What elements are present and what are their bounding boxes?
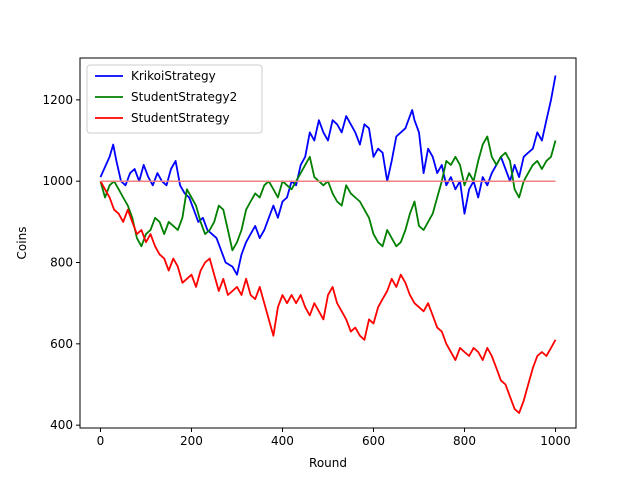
y-axis: 400 600 800 1000 1200 (42, 93, 80, 432)
plot-lines (99, 75, 557, 414)
y-tick-label: 1000 (42, 174, 73, 188)
x-tick-label: 1000 (540, 434, 571, 448)
legend-label-0: KrikoiStrategy (131, 69, 216, 83)
x-tick-label: 400 (271, 434, 294, 448)
series-line-2 (99, 180, 557, 414)
x-tick-label: 800 (453, 434, 476, 448)
legend-box (86, 64, 263, 134)
x-tick-label: 200 (180, 434, 203, 448)
x-tick-label: 600 (362, 434, 385, 448)
legend-label-1: StudentStrategy2 (131, 90, 237, 104)
plot-frame (79, 57, 577, 429)
y-axis-label: Coins (15, 227, 29, 260)
series-line-0 (99, 75, 557, 276)
legend-label-2: StudentStrategy (131, 111, 230, 125)
x-tick-label: 0 (97, 434, 105, 448)
y-tick-label: 400 (50, 418, 73, 432)
x-axis: 0 200 400 600 800 1000 (97, 428, 571, 448)
legend: KrikoiStrategy StudentStrategy2 StudentStr… (86, 64, 263, 134)
y-tick-label: 1200 (42, 93, 73, 107)
y-tick-label: 800 (50, 256, 73, 270)
x-axis-label: Round (309, 456, 347, 470)
y-tick-label: 600 (50, 337, 73, 351)
